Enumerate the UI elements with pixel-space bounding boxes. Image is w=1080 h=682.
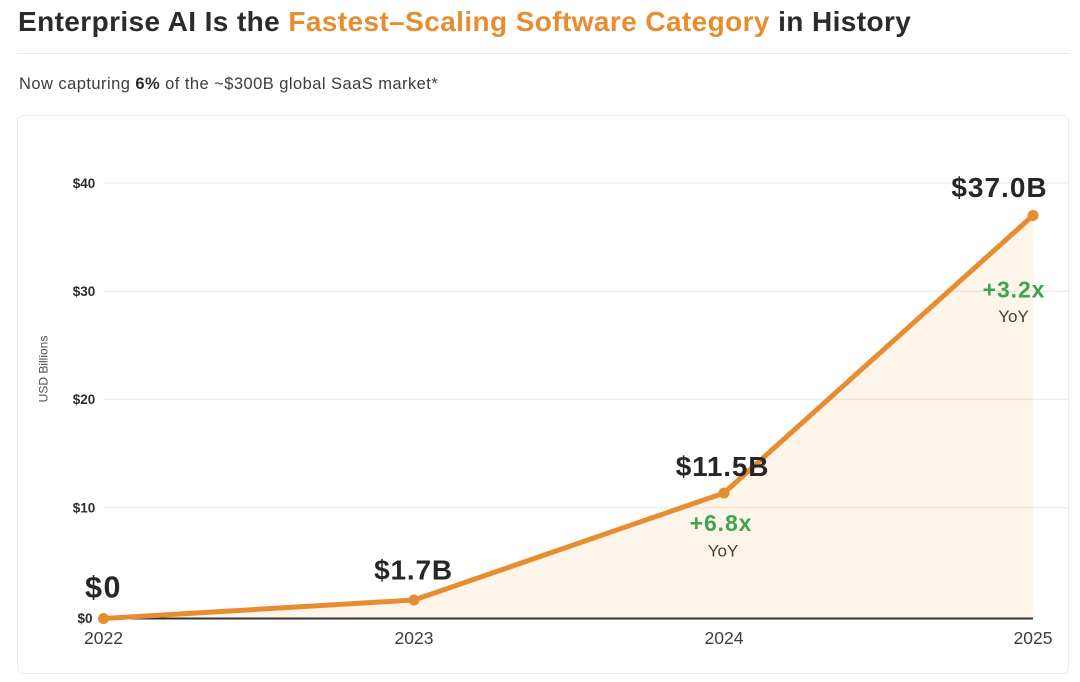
svg-text:$1.7B: $1.7B [374,555,453,586]
svg-text:$40: $40 [73,176,96,191]
svg-text:$30: $30 [73,284,96,299]
svg-text:2023: 2023 [395,628,434,648]
svg-text:$0: $0 [77,611,92,626]
svg-text:$37.0B: $37.0B [951,172,1047,203]
svg-text:2024: 2024 [705,628,744,648]
svg-text:$10: $10 [73,500,96,515]
svg-text:YoY: YoY [998,307,1029,326]
svg-text:+3.2x: +3.2x [983,277,1046,303]
svg-text:$0: $0 [85,571,122,605]
svg-text:+6.8x: +6.8x [690,510,753,536]
svg-text:USD Billions: USD Billions [37,336,51,403]
svg-text:$11.5B: $11.5B [676,451,770,482]
svg-text:$20: $20 [73,392,96,407]
svg-text:YoY: YoY [708,542,739,561]
svg-text:2025: 2025 [1014,628,1053,648]
svg-text:2022: 2022 [84,628,123,648]
